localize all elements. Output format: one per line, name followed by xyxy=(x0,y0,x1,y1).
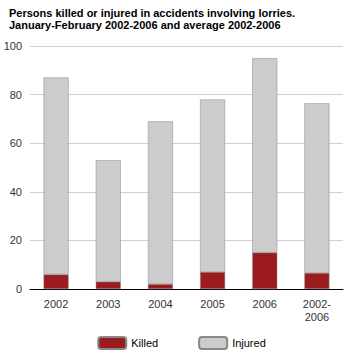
svg-text:2002: 2002 xyxy=(44,298,68,310)
svg-text:2006: 2006 xyxy=(253,298,277,310)
svg-text:0: 0 xyxy=(16,283,22,295)
svg-text:100: 100 xyxy=(4,40,22,52)
svg-text:2003: 2003 xyxy=(96,298,120,310)
svg-text:2002-: 2002- xyxy=(303,298,331,310)
svg-text:Persons killed or injured in a: Persons killed or injured in accidents i… xyxy=(9,7,295,19)
svg-text:20: 20 xyxy=(10,234,22,246)
svg-text:2006: 2006 xyxy=(305,311,329,323)
svg-text:80: 80 xyxy=(10,89,22,101)
svg-text:60: 60 xyxy=(10,137,22,149)
svg-text:Injured: Injured xyxy=(232,337,266,349)
svg-text:Killed: Killed xyxy=(131,337,158,349)
svg-text:January-February 2002-2006 and: January-February 2002-2006 and average 2… xyxy=(9,19,281,31)
svg-text:2005: 2005 xyxy=(200,298,224,310)
svg-text:2004: 2004 xyxy=(148,298,172,310)
svg-text:40: 40 xyxy=(10,186,22,198)
